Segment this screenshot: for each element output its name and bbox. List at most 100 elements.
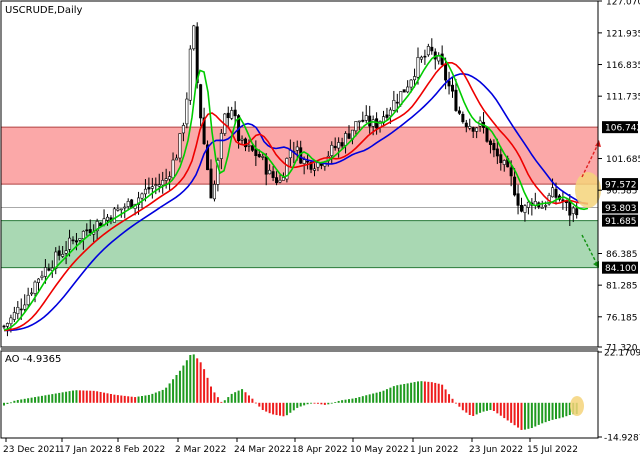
ao-bar: [258, 402, 261, 407]
ao-bar: [327, 402, 330, 405]
current-price-highlight: [575, 172, 601, 208]
candle-body: [140, 193, 144, 199]
ao-bar: [565, 402, 568, 417]
ao-bar: [58, 392, 61, 403]
ao-bar: [103, 392, 106, 403]
candle-body: [423, 55, 427, 58]
candle-body: [519, 204, 523, 212]
candle-body: [540, 207, 544, 209]
ao-bar: [116, 395, 119, 403]
level-label: 84.100: [605, 264, 637, 274]
ao-bar: [541, 402, 544, 424]
candle-body: [143, 188, 147, 195]
candle-body: [526, 201, 530, 208]
ao-bar: [144, 395, 147, 403]
ao-bar: [399, 384, 402, 403]
ao-bar: [486, 402, 488, 411]
ao-panel-frame: [0, 350, 599, 439]
candle-body: [295, 146, 299, 151]
candle-body: [250, 145, 254, 151]
ao-bar: [196, 358, 199, 403]
candle-body: [388, 109, 392, 117]
price-panel: USCRUDE,Daily: [0, 0, 601, 348]
ao-bar: [44, 395, 47, 403]
ao-bar: [192, 354, 195, 403]
ao-bar: [175, 374, 178, 403]
ao-bar: [503, 402, 506, 419]
candle-body: [278, 179, 282, 183]
ma-slow-line: [4, 73, 589, 332]
ao-bar: [172, 379, 175, 403]
ao-axis: 22.1709 -14.9287: [598, 349, 640, 444]
ao-bar: [161, 389, 164, 403]
ao-bar: [368, 394, 371, 403]
price-tick-label: 71.320: [606, 344, 638, 354]
candle-body: [168, 176, 172, 180]
ao-bar: [216, 397, 219, 403]
ao-bar: [396, 385, 399, 403]
ao-bar: [441, 384, 444, 403]
candle-body: [575, 208, 579, 216]
ao-bar: [178, 370, 181, 403]
candle-body: [364, 115, 368, 121]
candle-body: [244, 138, 248, 148]
ao-bar: [51, 394, 54, 403]
candle-body: [492, 142, 496, 151]
candle-body: [344, 133, 348, 146]
ao-bar: [9, 402, 12, 404]
candle-body: [19, 308, 23, 311]
ao-bar: [6, 402, 9, 404]
ao-bar: [410, 382, 413, 403]
ao-bar: [320, 402, 323, 405]
candle-body: [9, 317, 13, 325]
candle-body: [571, 207, 575, 214]
candle-body: [306, 160, 310, 163]
ao-bar: [223, 400, 226, 403]
ao-bar: [99, 391, 102, 403]
candle-body: [488, 140, 492, 145]
price-tick-label: 116.835: [606, 61, 640, 71]
candle-body: [385, 114, 389, 118]
candle-body: [233, 109, 237, 117]
ao-bar: [241, 389, 244, 403]
candle-body: [137, 197, 141, 205]
price-axis: 127.070 121.935 116.835 111.735 101.685 96.58…: [598, 0, 640, 354]
ao-bar: [234, 392, 237, 403]
ao-bar: [78, 390, 81, 403]
ao-bar: [154, 392, 157, 403]
ao-bar: [365, 395, 368, 403]
ao-bar: [444, 389, 447, 403]
ao-bar: [120, 395, 123, 403]
candle-body: [181, 125, 185, 134]
price-tick-label: 101.685: [606, 155, 640, 165]
ao-bar: [96, 391, 99, 403]
ao-bar: [354, 397, 357, 403]
time-tick-label: 2 Mar 2022: [175, 445, 226, 455]
ao-bar: [203, 369, 206, 403]
ao-bar: [385, 389, 388, 403]
candle-body: [271, 171, 275, 178]
candle-body: [544, 205, 548, 207]
ao-bar: [16, 400, 19, 403]
candle-body: [192, 25, 196, 50]
candle-body: [447, 80, 451, 87]
candle-body: [454, 89, 458, 111]
ao-bar: [3, 402, 5, 406]
candle-body: [30, 292, 34, 295]
ao-bar: [372, 393, 375, 403]
ao-bar: [475, 402, 478, 415]
candle-body: [178, 133, 182, 159]
level-label: 93.803: [605, 204, 637, 214]
ao-bar: [537, 402, 540, 425]
ao-bar: [306, 402, 309, 405]
candle-body: [2, 325, 6, 328]
ao-bar: [382, 390, 385, 403]
ao-bar: [141, 395, 143, 403]
candle-body: [395, 101, 399, 104]
level-label-bg: [602, 178, 638, 191]
candle-body: [47, 268, 51, 271]
candle-body: [319, 163, 323, 166]
ao-bar: [113, 394, 116, 403]
ao-bar: [296, 402, 299, 408]
candle-body: [337, 142, 341, 149]
